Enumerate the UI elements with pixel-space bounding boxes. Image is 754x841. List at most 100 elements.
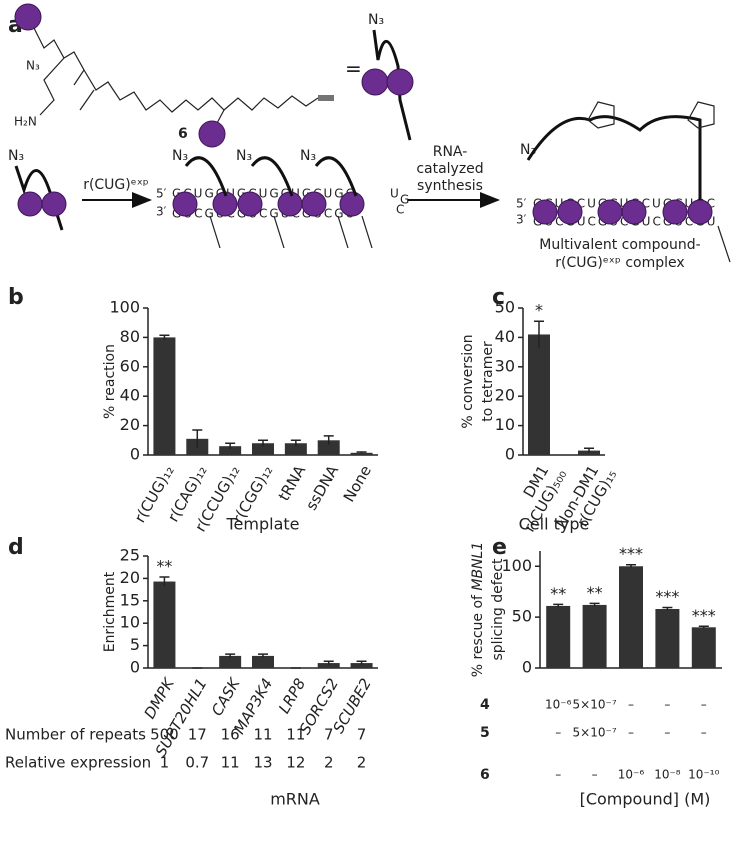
bar (252, 655, 274, 668)
y-label-part: % reaction (102, 344, 118, 419)
triazole (687, 101, 715, 129)
table-cell: 10⁻⁶ (545, 698, 572, 712)
error-bar (662, 606, 673, 611)
bead (237, 191, 263, 217)
y-tick-label: 20 (120, 415, 140, 434)
loop: G (400, 193, 409, 207)
linker (314, 156, 358, 197)
y-axis-label: % conversion to tetramer (460, 334, 496, 428)
error-bar (553, 603, 564, 608)
x-tick-label: LRP8 (275, 675, 309, 716)
table-cell: 5×10⁻⁷ (573, 726, 617, 740)
table-cell: – (664, 726, 670, 740)
atom-label: N₃ (26, 59, 40, 73)
bead (557, 199, 583, 225)
panel-letter: c (492, 285, 505, 310)
significance: ** (587, 583, 603, 602)
table-cell: 0.7 (185, 754, 209, 772)
table-row-label: 5 (480, 725, 490, 741)
error-bar (192, 429, 203, 448)
error-bar (323, 435, 334, 445)
y-tick-label: 50 (495, 298, 515, 317)
table-cell: 500 (150, 726, 179, 744)
bar (317, 663, 340, 668)
table-cell: – (628, 698, 634, 712)
bar (655, 608, 680, 668)
y-axis-label: Enrichment (102, 571, 118, 652)
bar (252, 443, 274, 455)
y-label-part: MBNL1 (470, 542, 486, 591)
bar (691, 627, 716, 668)
azide-label: N₃ (300, 148, 316, 164)
bead (662, 199, 688, 225)
table-cell: – (555, 726, 561, 740)
linker (14, 165, 64, 231)
error-bar (159, 576, 170, 587)
y-tick-label: 60 (120, 356, 140, 375)
bead (597, 199, 623, 225)
error-bar (225, 653, 236, 658)
error-bar (698, 625, 709, 629)
strand-end: 3′ (156, 205, 167, 219)
alkyne (337, 215, 349, 249)
significance: *** (692, 606, 716, 625)
bead (41, 191, 67, 217)
arrow-label: catalyzed (416, 161, 483, 177)
alkyne (361, 215, 373, 249)
error-bar (626, 563, 636, 568)
product-label: Multivalent compound- (539, 237, 700, 253)
table-cell: 13 (253, 754, 272, 772)
azide-label: N₃ (368, 12, 384, 28)
bar (317, 440, 340, 455)
bead (301, 191, 327, 217)
table-cell: – (555, 768, 561, 782)
alkyne (273, 215, 285, 249)
error-bar (356, 451, 367, 454)
error-bar (589, 602, 600, 607)
x-tick-label: ssDNA (302, 462, 342, 514)
arrow-label: r(CUG)ᵉˣᵖ (83, 177, 149, 193)
table-row-label: 6 (480, 767, 490, 783)
azide-label: N₃ (8, 148, 24, 164)
table-row-label: Relative expression (5, 754, 151, 772)
y-label-part: to tetramer (480, 341, 496, 422)
bead (17, 191, 43, 217)
atom-label: H₂N (14, 115, 37, 129)
y-label-part: splicing defect (490, 558, 506, 660)
backbone (33, 27, 319, 113)
table-cell: – (592, 768, 598, 782)
panel-letter: b (8, 285, 24, 310)
loop: U (390, 187, 399, 201)
table-cell: 1 (160, 754, 170, 772)
bead (277, 191, 303, 217)
y-tick-label: 0 (130, 658, 140, 677)
equals: = (345, 57, 362, 81)
x-axis-label: [Compound] (M) (580, 790, 711, 809)
y-axis-label: % reaction (102, 344, 118, 419)
error-bar (225, 442, 236, 450)
table-cell: 5×10⁻⁷ (573, 698, 617, 712)
bar (284, 443, 307, 455)
significance: *** (619, 544, 643, 563)
table-cell: 12 (286, 754, 305, 772)
y-tick-label: 50 (512, 607, 532, 626)
bar (219, 446, 242, 455)
error-bar (258, 439, 268, 447)
bar (153, 581, 176, 668)
table-cell: 10⁻⁶ (618, 768, 645, 782)
bead (172, 191, 198, 217)
bottom-strand: GUCGUCGUCGUCGUCGU (172, 207, 356, 221)
table-cell: 7 (357, 726, 367, 744)
bead (386, 68, 414, 96)
table-cell: 11 (286, 726, 305, 744)
table-cell: – (701, 698, 707, 712)
bar (619, 566, 643, 668)
table-row-label: Number of repeats (5, 726, 146, 744)
x-axis-label: mRNA (270, 790, 320, 809)
table-cell: – (628, 726, 634, 740)
table-cell: 2 (324, 754, 334, 772)
bead (198, 120, 226, 148)
error-bar (356, 660, 367, 665)
side-chain (39, 57, 95, 116)
